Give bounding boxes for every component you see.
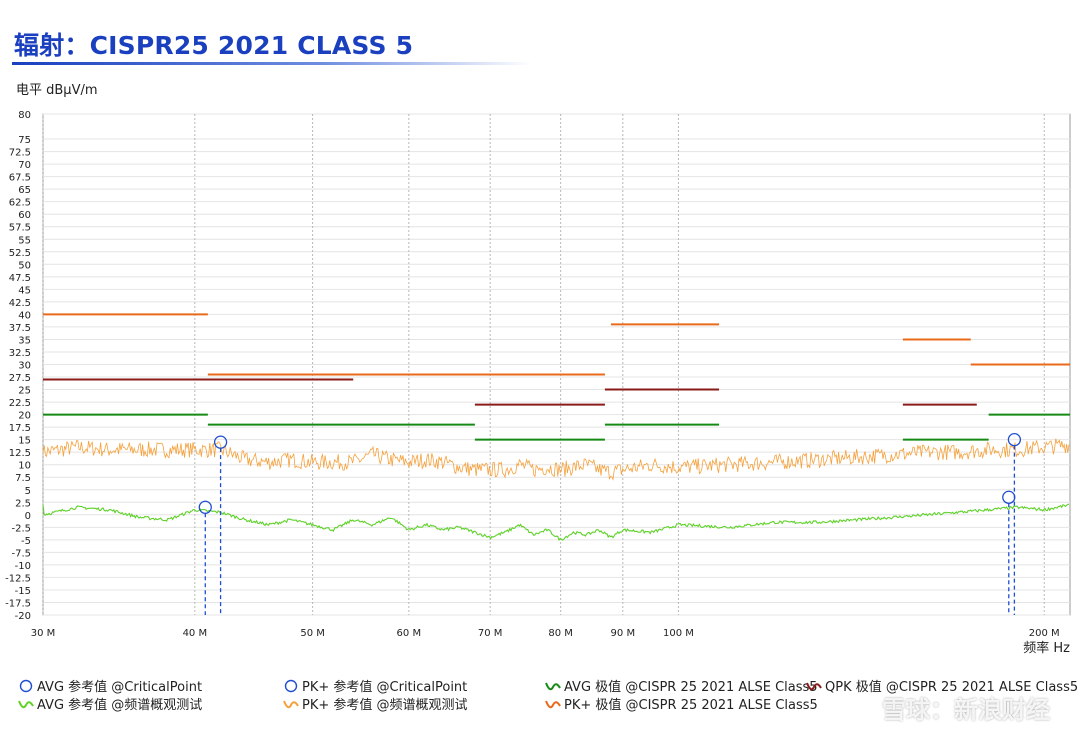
y-tick-label: 60 xyxy=(18,210,31,221)
y-tick-label: 65 xyxy=(18,185,31,196)
y-tick-label: 42.5 xyxy=(9,298,31,309)
critical-point-marker xyxy=(213,435,228,449)
y-tick-label: -15 xyxy=(15,586,31,597)
x-tick-label: 200 M xyxy=(1029,628,1060,639)
y-tick-label: 80 xyxy=(18,110,31,121)
legend-label: AVG 参考值 @频谱概观测试 xyxy=(37,698,203,713)
y-tick-label: 55 xyxy=(18,235,31,246)
y-tick-label: 2.5 xyxy=(15,498,31,509)
y-tick-label: 57.5 xyxy=(9,223,31,234)
y-tick-label: 22.5 xyxy=(9,398,31,409)
legend-label: PK+ 参考值 @频谱概观测试 xyxy=(302,698,468,713)
y-tick-label: 50 xyxy=(18,260,31,271)
legend-pk-limit: PK+ 极值 @CISPR 25 2021 ALSE Class5 xyxy=(545,694,818,713)
x-tick-label: 50 M xyxy=(300,628,325,639)
critical-point-marker xyxy=(198,500,212,514)
y-tick-label: 52.5 xyxy=(9,248,31,259)
y-tick-label: 17.5 xyxy=(9,423,31,434)
y-tick-label: 27.5 xyxy=(9,373,31,384)
legend-label: AVG 参考值 @CriticalPoint xyxy=(37,680,203,695)
legend-label: AVG 极值 @CISPR 25 2021 ALSE Class5 xyxy=(564,680,818,695)
title-underline xyxy=(12,62,532,65)
y-tick-label: 32.5 xyxy=(9,348,31,359)
page-title: 辐射：CISPR25 2021 CLASS 5 xyxy=(14,31,414,60)
circle-icon xyxy=(284,679,298,692)
legend-label: QPK 极值 @CISPR 25 2021 ALSE Class5 xyxy=(825,680,1079,695)
legend-avg-limit: AVG 极值 @CISPR 25 2021 ALSE Class5 xyxy=(545,676,818,695)
y-tick-label: -12.5 xyxy=(5,573,31,584)
x-tick-label: 90 M xyxy=(611,628,636,639)
legend-qpk-limit: QPK 极值 @CISPR 25 2021 ALSE Class5 xyxy=(806,676,1078,695)
legend-label: PK+ 极值 @CISPR 25 2021 ALSE Class5 xyxy=(564,698,818,713)
y-tick-label: 40 xyxy=(18,310,31,321)
y-tick-label: 10 xyxy=(18,461,31,472)
y-tick-label: 12.5 xyxy=(9,448,31,459)
critical-point-marker xyxy=(1007,432,1022,447)
x-tick-label: 30 M xyxy=(31,628,56,639)
y-tick-label: -5 xyxy=(21,536,31,547)
x-tick-label: 100 M xyxy=(663,628,694,639)
x-tick-label: 40 M xyxy=(183,628,208,639)
wave-icon xyxy=(545,700,561,708)
legend-avg-critical: AVG 参考值 @CriticalPoint xyxy=(18,676,202,695)
wave-icon xyxy=(545,682,561,690)
y-tick-label: -7.5 xyxy=(11,548,31,559)
series-line xyxy=(42,503,1070,542)
y-tick-label: -17.5 xyxy=(5,598,31,609)
legend-label: PK+ 参考值 @CriticalPoint xyxy=(302,680,468,695)
legend-pk-critical: PK+ 参考值 @CriticalPoint xyxy=(283,676,467,695)
x-tick-label: 60 M xyxy=(397,628,422,639)
y-tick-label: 25 xyxy=(18,386,31,397)
x-axis-label: 频率 Hz xyxy=(1023,640,1070,656)
y-tick-label: 75 xyxy=(18,135,31,146)
chart-legend: AVG 参考值 @CriticalPoint PK+ 参考值 @CriticalP… xyxy=(0,672,1080,739)
circle-icon xyxy=(19,679,33,692)
x-tick-label: 70 M xyxy=(478,628,503,639)
y-tick-label: 37.5 xyxy=(9,323,31,334)
y-tick-label: 20 xyxy=(18,411,31,422)
y-axis-label: 电平 dBµV/m xyxy=(16,83,98,98)
legend-avg-scan: AVG 参考值 @频谱概观测试 xyxy=(18,694,202,713)
series-line xyxy=(42,438,1070,481)
x-tick-label: 80 M xyxy=(548,628,573,639)
wave-icon xyxy=(283,700,299,708)
watermark: 雪球：新浪财经 xyxy=(882,696,1050,724)
y-tick-label: 5 xyxy=(25,486,31,497)
wave-icon xyxy=(18,700,34,708)
y-tick-label: 35 xyxy=(18,335,31,346)
y-tick-label: 47.5 xyxy=(9,273,31,284)
y-tick-label: 70 xyxy=(18,160,31,171)
wave-icon xyxy=(806,682,822,690)
y-tick-label: -2.5 xyxy=(11,523,31,534)
y-tick-label: 7.5 xyxy=(15,473,31,484)
y-tick-label: 62.5 xyxy=(9,198,31,209)
y-tick-label: 45 xyxy=(18,285,31,296)
y-tick-label: 30 xyxy=(18,361,31,372)
emission-chart: 807572.57067.56562.56057.55552.55047.545… xyxy=(5,110,1071,656)
y-tick-label: 72.5 xyxy=(9,148,31,159)
y-tick-label: 0 xyxy=(25,511,31,522)
legend-pk-scan: PK+ 参考值 @频谱概观测试 xyxy=(283,694,468,713)
y-tick-label: 15 xyxy=(18,436,31,447)
y-tick-label: -20 xyxy=(15,611,31,622)
y-tick-label: -10 xyxy=(15,561,31,572)
y-tick-label: 67.5 xyxy=(9,173,31,184)
